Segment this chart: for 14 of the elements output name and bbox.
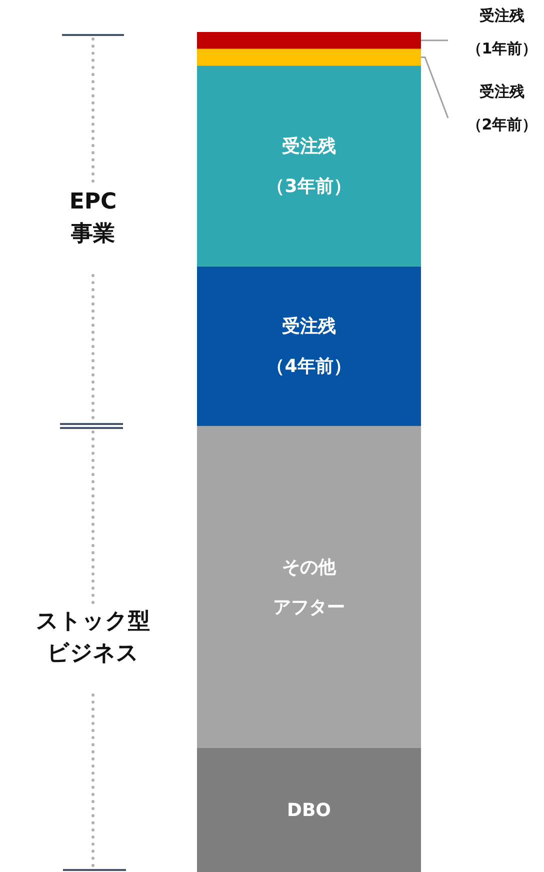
bar <box>197 426 421 748</box>
series-label: DBO <box>287 799 331 820</box>
bar <box>197 48 421 66</box>
text: 受注残（1年前） <box>466 6 538 58</box>
bar <box>197 748 421 872</box>
bar <box>197 66 421 266</box>
text: ストック型ビジネス <box>36 608 150 666</box>
bar <box>197 32 421 49</box>
text: EPC 事業 <box>69 188 117 246</box>
series-label: 受注残（3年前） <box>266 135 352 196</box>
bar <box>197 266 421 426</box>
text: 受注残（2年前） <box>466 82 538 134</box>
series-label: その他アフター <box>273 556 345 618</box>
series-label: 受注残（4年前） <box>266 316 352 377</box>
